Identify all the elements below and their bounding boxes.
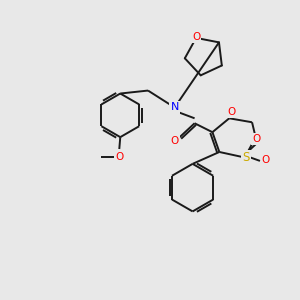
Text: N: N xyxy=(171,102,179,112)
Text: S: S xyxy=(242,152,250,164)
Text: O: O xyxy=(171,136,179,146)
Text: O: O xyxy=(115,152,123,162)
Text: O: O xyxy=(262,155,270,165)
Text: O: O xyxy=(252,134,260,144)
Text: O: O xyxy=(192,32,200,42)
Text: O: O xyxy=(227,107,236,117)
